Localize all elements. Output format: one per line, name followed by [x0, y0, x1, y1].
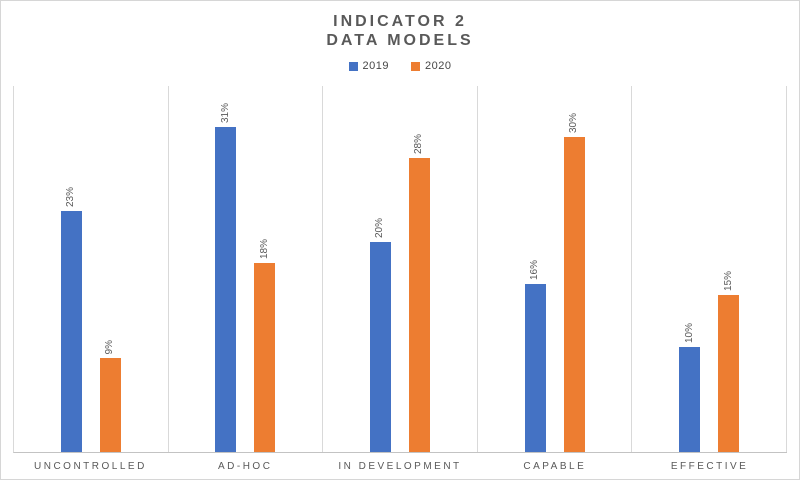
bar-group-2019-capable: 16%	[524, 259, 546, 452]
legend-label-2020: 2020	[425, 60, 452, 72]
bar-group-2019-effective: 10%	[679, 322, 701, 452]
bar-2019-effective	[679, 347, 701, 452]
category-label-effective: EFFECTIVE	[670, 461, 749, 472]
legend-item-2020: 2020	[411, 60, 451, 72]
bar-2019-uncontrolled	[60, 211, 82, 452]
bar-value-label-2020-capable: 30%	[568, 112, 580, 133]
bar-group-2019-ad-hoc: 31%	[215, 102, 237, 452]
bar-2020-in-development	[408, 158, 430, 452]
bar-value-label-2019-uncontrolled: 23%	[65, 186, 77, 207]
bar-group-2020-uncontrolled: 9%	[99, 339, 121, 452]
bar-2019-ad-hoc	[215, 127, 237, 452]
bar-2020-uncontrolled	[99, 358, 121, 452]
bar-value-label-2019-in-development: 20%	[374, 217, 386, 238]
bar-value-label-2019-capable: 16%	[529, 259, 541, 280]
bar-group-2019-in-development: 20%	[369, 217, 391, 452]
chart-legend: 2019 2020	[1, 59, 799, 73]
bar-2020-effective	[718, 295, 740, 452]
bar-value-label-2019-ad-hoc: 31%	[219, 102, 231, 123]
chart-title-line-2: DATA MODELS	[326, 32, 474, 49]
bar-value-label-2020-effective: 15%	[722, 270, 734, 291]
bar-2020-capable	[563, 137, 585, 452]
bar-2019-capable	[524, 284, 546, 452]
legend-swatch-2019	[348, 61, 358, 71]
legend-swatch-2020	[411, 61, 420, 71]
bar-group-2020-in-development: 28%	[408, 133, 430, 452]
category-label-capable: CAPABLE	[523, 461, 587, 472]
category-axis: UNCONTROLLED AD-HOC IN DEVELOPMENT CAPABLE E…	[13, 454, 787, 472]
category-panel-ad-hoc: 31% 18%	[169, 86, 324, 452]
category-label-ad-hoc: AD-HOC	[217, 461, 273, 472]
category-panel-effective: 10% 15%	[632, 86, 787, 452]
chart-header: INDICATOR 2 DATA MODELS	[1, 1, 799, 50]
bar-2020-ad-hoc	[254, 263, 276, 452]
legend-label-2019: 2019	[362, 60, 389, 72]
bar-value-label-2020-uncontrolled: 9%	[104, 339, 116, 354]
bar-2019-in-development	[369, 242, 391, 452]
bar-group-2020-capable: 30%	[563, 112, 585, 452]
bar-group-2019-uncontrolled: 23%	[60, 186, 82, 452]
legend-item-2019: 2019	[348, 60, 389, 72]
plot-area: 23% 9% 31% 18% 20% 28% 16% 30% 10% 15%	[13, 86, 787, 453]
category-panel-uncontrolled: 23% 9%	[14, 86, 169, 452]
chart-title-line-1: INDICATOR 2	[333, 13, 467, 30]
bar-value-label-2020-ad-hoc: 18%	[258, 238, 270, 259]
category-panel-in-development: 20% 28%	[323, 86, 478, 452]
bar-value-label-2019-effective: 10%	[683, 322, 695, 343]
category-label-in-development: IN DEVELOPMENT	[338, 461, 462, 472]
category-panel-capable: 16% 30%	[478, 86, 633, 452]
bar-group-2020-effective: 15%	[718, 270, 740, 452]
bar-value-label-2020-in-development: 28%	[413, 133, 425, 154]
category-label-uncontrolled: UNCONTROLLED	[34, 461, 147, 472]
bar-group-2020-ad-hoc: 18%	[254, 238, 276, 452]
